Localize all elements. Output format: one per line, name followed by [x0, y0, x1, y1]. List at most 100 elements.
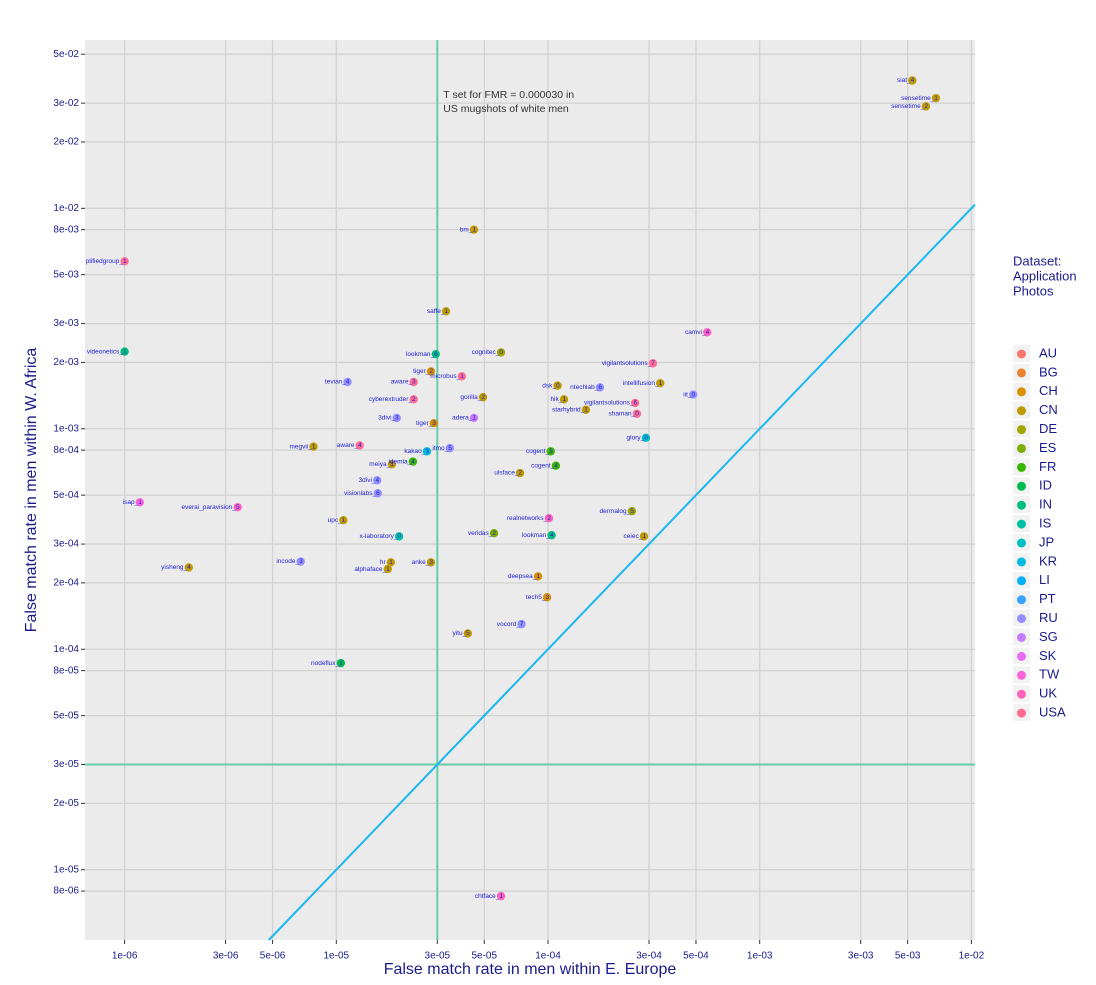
y-tick-label: 5e-02 [53, 49, 79, 60]
x-tick-label: 1e-04 [535, 951, 561, 962]
point [426, 558, 436, 567]
point [469, 225, 479, 234]
legend-label: PT [1039, 591, 1056, 606]
legend-swatch [1017, 538, 1026, 548]
x-tick-label: 3e-04 [636, 951, 662, 962]
reference-lines: T set for FMR = 0.000030 in US mugshots o… [85, 40, 976, 941]
point [688, 390, 698, 399]
point-label: tech5_3 [526, 594, 550, 601]
y-tick-label: 1e-02 [53, 203, 79, 214]
point [553, 381, 562, 390]
point-label: videonetics_1 [87, 348, 127, 355]
point-label: anke_3 [412, 559, 434, 566]
point-label: incode_3 [276, 558, 303, 565]
point-label: saffe_1 [427, 308, 449, 315]
y-tick-label: 2e-03 [53, 357, 79, 368]
x-tick-label: 1e-02 [959, 951, 985, 962]
point-label: tiger_2 [413, 368, 433, 375]
legend-label: UK [1039, 686, 1057, 701]
point-label: cyberextruder_2 [369, 396, 416, 403]
point [469, 413, 479, 423]
y-tick-label: 8e-05 [53, 665, 79, 676]
point-label: bm_1 [460, 226, 477, 233]
point-label: aware_4 [337, 442, 362, 449]
legend-label: CN [1039, 402, 1058, 417]
point [343, 377, 352, 387]
point [496, 348, 506, 357]
y-tick-label: 3e-04 [53, 539, 79, 550]
y-tick-label: 1e-04 [53, 644, 79, 655]
legend-label: KR [1039, 553, 1057, 568]
point [648, 359, 658, 368]
point [627, 506, 637, 516]
legend-swatch [1017, 462, 1026, 472]
point-label: plifiedgroup_1 [86, 258, 127, 265]
point [339, 515, 348, 525]
y-tick-label: 3e-05 [53, 759, 79, 770]
point [233, 502, 242, 512]
identity-line [268, 203, 976, 941]
y-tick-label: 3e-02 [53, 98, 79, 109]
point-label: yisheng_4 [161, 564, 191, 571]
point [309, 442, 318, 451]
legend-label: AU [1039, 345, 1057, 360]
y-tick-label: 2e-02 [53, 137, 79, 148]
point-label: upc_1 [328, 517, 346, 524]
point [581, 405, 591, 414]
panel [85, 40, 975, 940]
y-axis-title: False match rate in men within W. Africa [23, 348, 40, 633]
legend-swatch [1017, 500, 1026, 510]
point [630, 398, 640, 408]
point-label: sensetime_1 [901, 95, 938, 102]
point-label: iit_0 [683, 391, 695, 398]
legend-swatch [1017, 614, 1026, 624]
point [496, 891, 506, 901]
legend-swatch [1017, 519, 1026, 529]
point-label: isap_1 [123, 499, 143, 506]
y-tick-label: 2e-04 [53, 578, 79, 589]
legend-swatch [1017, 557, 1026, 567]
annotation: T set for FMR = 0.000030 in [443, 89, 574, 101]
legend-swatch [1017, 406, 1026, 416]
point [184, 563, 193, 572]
point [546, 447, 555, 456]
point-label: siat_4 [897, 77, 915, 84]
point [409, 377, 418, 387]
legend-label: ES [1039, 440, 1057, 455]
legend-swatch [1017, 349, 1026, 359]
point [445, 443, 455, 453]
point-label: glory_0 [627, 435, 649, 442]
point [336, 658, 345, 668]
legend-swatch [1017, 387, 1026, 397]
point-label: deepsea_1 [508, 573, 541, 580]
point [703, 328, 712, 337]
point-label: lookman_4 [522, 532, 554, 539]
legend-label: ID [1039, 478, 1052, 493]
point [639, 532, 649, 541]
point-label: sensetime_2 [891, 103, 928, 110]
point [120, 257, 129, 266]
annotation: US mugshots of white men [443, 103, 569, 115]
point [135, 498, 145, 507]
point-label: dermalog_5 [600, 508, 635, 515]
point-label: ulsface_2 [494, 470, 522, 477]
x-tick-label: 5e-03 [895, 951, 921, 962]
legend-swatch [1017, 595, 1026, 605]
y-tick-label: 1e-03 [53, 423, 79, 434]
point-label: realnetworks_2 [507, 515, 551, 522]
point-label: hik_1 [550, 396, 566, 403]
y-tick-label: 8e-04 [53, 445, 79, 456]
point-label: microbus_1 [430, 373, 464, 380]
legend-swatch [1017, 576, 1026, 586]
point-label: shaman_0 [609, 410, 640, 417]
point-label: kakao_3 [404, 448, 429, 455]
legend-label: FR [1039, 459, 1056, 474]
point [408, 457, 418, 466]
legend-label: JP [1039, 534, 1054, 549]
point [409, 395, 418, 404]
point [908, 76, 917, 85]
point-label: cogent_4 [531, 462, 558, 469]
point [422, 447, 432, 456]
point-label: dsk_0 [542, 382, 560, 389]
